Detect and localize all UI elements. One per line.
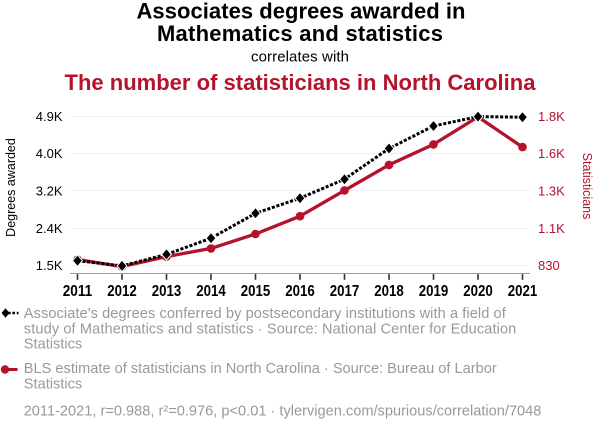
svg-text:1.6K: 1.6K <box>538 146 565 161</box>
svg-text:1.5K: 1.5K <box>36 258 63 273</box>
svg-text:2012: 2012 <box>107 283 137 300</box>
svg-text:1.3K: 1.3K <box>538 183 565 198</box>
svg-text:2015: 2015 <box>241 283 271 300</box>
svg-text:study of Mathematics and stati: study of Mathematics and statistics · So… <box>24 322 517 338</box>
svg-text:The number of statisticians in: The number of statisticians in North Car… <box>65 70 537 95</box>
svg-text:4.0K: 4.0K <box>36 146 63 161</box>
svg-text:1.8K: 1.8K <box>538 109 565 124</box>
svg-text:2019: 2019 <box>419 283 449 300</box>
svg-text:Degrees awarded: Degrees awarded <box>4 138 18 237</box>
svg-text:correlates with: correlates with <box>251 48 349 65</box>
svg-text:2011-2021, r=0.988, r²=0.976,: 2011-2021, r=0.988, r²=0.976, p<0.01 · t… <box>24 403 542 419</box>
svg-text:2013: 2013 <box>152 283 182 300</box>
svg-text:2.4K: 2.4K <box>36 221 63 236</box>
svg-text:1.1K: 1.1K <box>538 221 565 236</box>
svg-text:4.9K: 4.9K <box>36 109 63 124</box>
svg-text:BLS estimate of statisticians: BLS estimate of statisticians in North C… <box>24 361 497 377</box>
svg-text:2014: 2014 <box>196 283 226 300</box>
svg-text:2020: 2020 <box>463 283 493 300</box>
svg-text:Associate's degrees conferred: Associate's degrees conferred by postsec… <box>24 306 507 322</box>
svg-text:830: 830 <box>538 258 560 273</box>
svg-text:Statistics: Statistics <box>24 377 82 393</box>
svg-text:Associates degrees awarded in: Associates degrees awarded in <box>137 0 466 24</box>
svg-text:2011: 2011 <box>63 283 93 300</box>
svg-text:Statisticians: Statisticians <box>580 153 594 220</box>
svg-text:Mathematics and statistics: Mathematics and statistics <box>157 21 443 46</box>
svg-text:Statistics: Statistics <box>24 337 82 353</box>
svg-text:2021: 2021 <box>508 283 538 300</box>
svg-text:3.2K: 3.2K <box>36 183 63 198</box>
svg-text:2017: 2017 <box>330 283 360 300</box>
svg-text:2018: 2018 <box>374 283 404 300</box>
svg-text:2016: 2016 <box>285 283 315 300</box>
